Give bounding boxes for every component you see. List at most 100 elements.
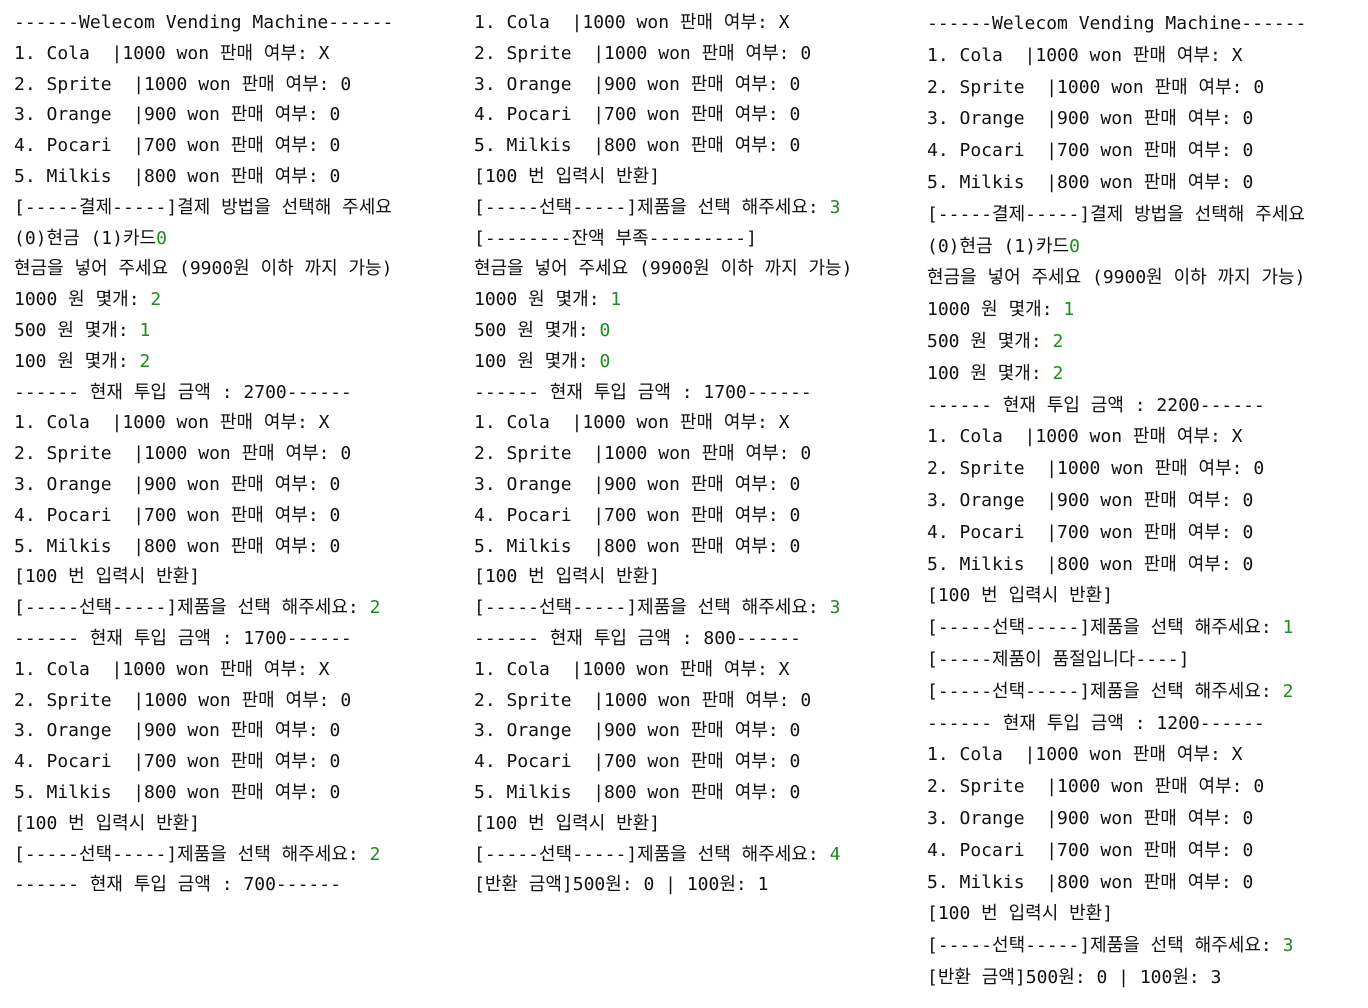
user-input-value: 2 <box>150 289 162 311</box>
console-text: 1. Cola |1000 won 판매 여부: X <box>927 744 1243 766</box>
console-line: 4. Pocari |700 won 판매 여부: 0 <box>927 135 1368 167</box>
console-line: [-----선택-----]제품을 선택 해주세요: 2 <box>14 840 460 871</box>
console-line: 3. Orange |900 won 판매 여부: 0 <box>474 70 915 101</box>
console-panel-2: 1. Cola |1000 won 판매 여부: X 2. Sprite |100… <box>460 0 915 1008</box>
console-line: 2. Sprite |1000 won 판매 여부: 0 <box>927 453 1368 485</box>
console-text: 현금을 넣어 주세요 (9900원 이하 까지 가능) <box>14 258 393 280</box>
console-text: 5. Milkis |800 won 판매 여부: 0 <box>927 871 1254 893</box>
console-text: 500 원 몇개: <box>14 319 140 341</box>
console-text: [100 번 입력시 반환] <box>14 566 201 588</box>
console-line: 1. Cola |1000 won 판매 여부: X <box>14 408 460 439</box>
console-text: 3. Orange |900 won 판매 여부: 0 <box>14 104 341 126</box>
console-text: 4. Pocari |700 won 판매 여부: 0 <box>474 504 801 526</box>
console-line: 2. Sprite |1000 won 판매 여부: 0 <box>474 686 915 717</box>
console-line: [--------잔액 부족---------] <box>474 224 915 255</box>
console-line: 5. Milkis |800 won 판매 여부: 0 <box>927 867 1368 899</box>
console-line: 1. Cola |1000 won 판매 여부: X <box>927 421 1368 453</box>
console-line: 현금을 넣어 주세요 (9900원 이하 까지 가능) <box>474 254 915 285</box>
console-text: [-----결제-----]결제 방법을 선택해 주세요 <box>14 196 392 218</box>
console-text: 1. Cola |1000 won 판매 여부: X <box>474 12 790 33</box>
console-line: (0)현금 (1)카드0 <box>14 224 460 255</box>
console-line: ------ 현재 투입 금액 : 800------ <box>474 624 915 655</box>
console-line: 5. Milkis |800 won 판매 여부: 0 <box>474 778 915 809</box>
console-text: 1000 원 몇개: <box>14 289 151 311</box>
console-line: [100 번 입력시 반환] <box>474 562 915 593</box>
console-line: [-----선택-----]제품을 선택 해주세요: 3 <box>927 930 1368 962</box>
console-text: 1. Cola |1000 won 판매 여부: X <box>14 412 330 434</box>
console-text: 현금을 넣어 주세요 (9900원 이하 까지 가능) <box>927 267 1306 289</box>
console-text: ------ 현재 투입 금액 : 1200------ <box>927 712 1265 734</box>
console-text: 1. Cola |1000 won 판매 여부: X <box>474 412 790 434</box>
console-line: 2. Sprite |1000 won 판매 여부: 0 <box>927 771 1368 803</box>
console-text: 2. Sprite |1000 won 판매 여부: 0 <box>927 76 1265 98</box>
console-text: 3. Orange |900 won 판매 여부: 0 <box>927 807 1254 829</box>
console-line: ------ 현재 투입 금액 : 1700------ <box>474 378 915 409</box>
console-line: [-----선택-----]제품을 선택 해주세요: 2 <box>927 676 1368 708</box>
console-line: ------ 현재 투입 금액 : 2200------ <box>927 390 1368 422</box>
console-text: 1. Cola |1000 won 판매 여부: X <box>927 44 1243 66</box>
user-input-value: 3 <box>829 196 841 218</box>
console-text: 4. Pocari |700 won 판매 여부: 0 <box>927 521 1254 543</box>
console-text: 500 원 몇개: <box>927 330 1053 352</box>
console-line: 3. Orange |900 won 판매 여부: 0 <box>927 485 1368 517</box>
user-input-value: 0 <box>599 319 611 341</box>
console-line: ------Welecom Vending Machine------ <box>14 8 460 39</box>
console-text: 3. Orange |900 won 판매 여부: 0 <box>927 108 1254 130</box>
console-line: [-----선택-----]제품을 선택 해주세요: 2 <box>14 593 460 624</box>
console-text: 3. Orange |900 won 판매 여부: 0 <box>474 720 801 742</box>
user-input-value: 1 <box>1063 299 1075 321</box>
console-text: [-----선택-----]제품을 선택 해주세요: <box>474 843 830 865</box>
console-text: 3. Orange |900 won 판매 여부: 0 <box>474 73 801 95</box>
console-text: ------ 현재 투입 금액 : 2700------ <box>14 381 352 403</box>
console-line: 1000 원 몇개: 2 <box>14 285 460 316</box>
console-line: 3. Orange |900 won 판매 여부: 0 <box>14 716 460 747</box>
console-line: 1. Cola |1000 won 판매 여부: X <box>474 408 915 439</box>
console-output: 1. Cola |1000 won 판매 여부: X 2. Sprite |100… <box>474 8 915 901</box>
console-line: 1. Cola |1000 won 판매 여부: X <box>474 8 915 39</box>
console-line: 4. Pocari |700 won 판매 여부: 0 <box>474 747 915 778</box>
user-input-value: 2 <box>139 350 151 372</box>
console-text: [-----선택-----]제품을 선택 해주세요: <box>474 196 830 218</box>
console-text: 2. Sprite |1000 won 판매 여부: 0 <box>474 689 812 711</box>
console-text: [100 번 입력시 반환] <box>927 903 1114 925</box>
console-output: ------Welecom Vending Machine------ 1. Co… <box>14 8 460 901</box>
console-text: [-----선택-----]제품을 선택 해주세요: <box>927 935 1283 957</box>
console-line: [-----결제-----]결제 방법을 선택해 주세요 <box>927 199 1368 231</box>
console-line: 5. Milkis |800 won 판매 여부: 0 <box>927 549 1368 581</box>
console-text: 100 원 몇개: <box>14 350 140 372</box>
console-text: 5. Milkis |800 won 판매 여부: 0 <box>927 171 1254 193</box>
console-text: 3. Orange |900 won 판매 여부: 0 <box>14 720 341 742</box>
console-text: 2. Sprite |1000 won 판매 여부: 0 <box>474 443 812 465</box>
console-line: 현금을 넣어 주세요 (9900원 이하 까지 가능) <box>927 262 1368 294</box>
console-line: 2. Sprite |1000 won 판매 여부: 0 <box>14 70 460 101</box>
console-line: ------ 현재 투입 금액 : 1200------ <box>927 708 1368 740</box>
console-line: [-----선택-----]제품을 선택 해주세요: 1 <box>927 612 1368 644</box>
console-text: ------ 현재 투입 금액 : 800------ <box>474 627 801 649</box>
console-line: [-----선택-----]제품을 선택 해주세요: 3 <box>474 593 915 624</box>
console-line: 500 원 몇개: 1 <box>14 316 460 347</box>
console-text: [100 번 입력시 반환] <box>474 165 661 187</box>
console-text: [--------잔액 부족---------] <box>474 227 757 249</box>
console-text: [반환 금액]500원: 0 | 100원: 3 <box>927 966 1222 988</box>
console-text: 1. Cola |1000 won 판매 여부: X <box>14 42 330 64</box>
console-text: [반환 금액]500원: 0 | 100원: 1 <box>474 874 769 896</box>
user-input-value: 0 <box>156 227 167 249</box>
console-text: 3. Orange |900 won 판매 여부: 0 <box>927 489 1254 511</box>
console-text: 5. Milkis |800 won 판매 여부: 0 <box>14 165 341 187</box>
console-line: [100 번 입력시 반환] <box>14 562 460 593</box>
console-line: 4. Pocari |700 won 판매 여부: 0 <box>14 501 460 532</box>
user-input-value: 3 <box>829 597 841 619</box>
console-text: [-----선택-----]제품을 선택 해주세요: <box>474 597 830 619</box>
console-line: [-----제품이 품절입니다----] <box>927 644 1368 676</box>
console-text: [-----결제-----]결제 방법을 선택해 주세요 <box>927 203 1305 225</box>
user-input-value: 2 <box>369 597 381 619</box>
console-line: 1. Cola |1000 won 판매 여부: X <box>927 739 1368 771</box>
console-line: ------ 현재 투입 금액 : 700------ <box>14 870 460 901</box>
console-text: [100 번 입력시 반환] <box>474 812 661 834</box>
console-line: [-----선택-----]제품을 선택 해주세요: 4 <box>474 840 915 871</box>
console-line: 1. Cola |1000 won 판매 여부: X <box>927 40 1368 72</box>
console-line: 5. Milkis |800 won 판매 여부: 0 <box>927 167 1368 199</box>
console-text: 5. Milkis |800 won 판매 여부: 0 <box>474 781 801 803</box>
console-text: 5. Milkis |800 won 판매 여부: 0 <box>927 553 1254 575</box>
user-input-value: 1 <box>1282 617 1294 639</box>
